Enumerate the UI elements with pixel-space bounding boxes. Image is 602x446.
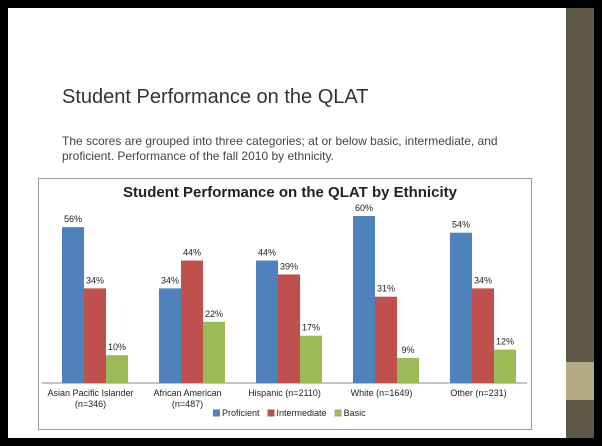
data-label: 39%: [280, 261, 298, 271]
bar: [375, 296, 397, 383]
data-label: 44%: [258, 248, 276, 258]
data-label: 60%: [355, 203, 373, 213]
bar: [450, 232, 472, 383]
legend-swatch: [267, 409, 275, 417]
bar: [397, 357, 419, 383]
data-label: 17%: [302, 323, 320, 333]
bar: [300, 335, 322, 383]
data-label: 31%: [377, 284, 395, 294]
slide-body: The scores are grouped into three catego…: [62, 134, 498, 163]
data-label: 10%: [108, 342, 126, 352]
bar: [62, 227, 84, 383]
data-label: 12%: [496, 337, 514, 347]
data-label: 34%: [161, 275, 179, 285]
bar: [181, 260, 203, 383]
legend-swatch: [334, 409, 342, 417]
bar: [106, 355, 128, 383]
data-label: 54%: [452, 220, 470, 230]
legend-swatch: [213, 409, 220, 417]
bar: [203, 321, 225, 383]
bar: [353, 216, 375, 383]
x-tick-label: African American (n=487): [153, 388, 222, 409]
bar: [494, 349, 516, 383]
bar: [278, 274, 300, 383]
data-label: 34%: [86, 275, 104, 285]
legend-label: Basic: [344, 408, 367, 418]
bar: [256, 260, 278, 383]
bar: [84, 288, 106, 383]
data-label: 22%: [205, 309, 223, 319]
chart-title: Student Performance on the QLAT by Ethni…: [123, 184, 458, 201]
bar: [472, 288, 494, 383]
legend-label: Intermediate: [277, 408, 327, 418]
bar: [159, 288, 181, 383]
x-tick-label: Hispanic (n=2110): [248, 388, 321, 398]
data-label: 34%: [474, 275, 492, 285]
data-label: 9%: [401, 345, 414, 355]
data-label: 44%: [183, 248, 201, 258]
slide-title: Student Performance on the QLAT: [62, 86, 369, 108]
x-tick-label: Other (n=231): [450, 388, 507, 398]
legend-label: Proficient: [222, 408, 260, 418]
x-tick-label: White (n=1649): [350, 388, 413, 398]
x-tick-label: Asian Pacific Islander (n=346): [47, 388, 134, 409]
side-accent: [566, 362, 594, 400]
data-label: 56%: [64, 214, 82, 224]
